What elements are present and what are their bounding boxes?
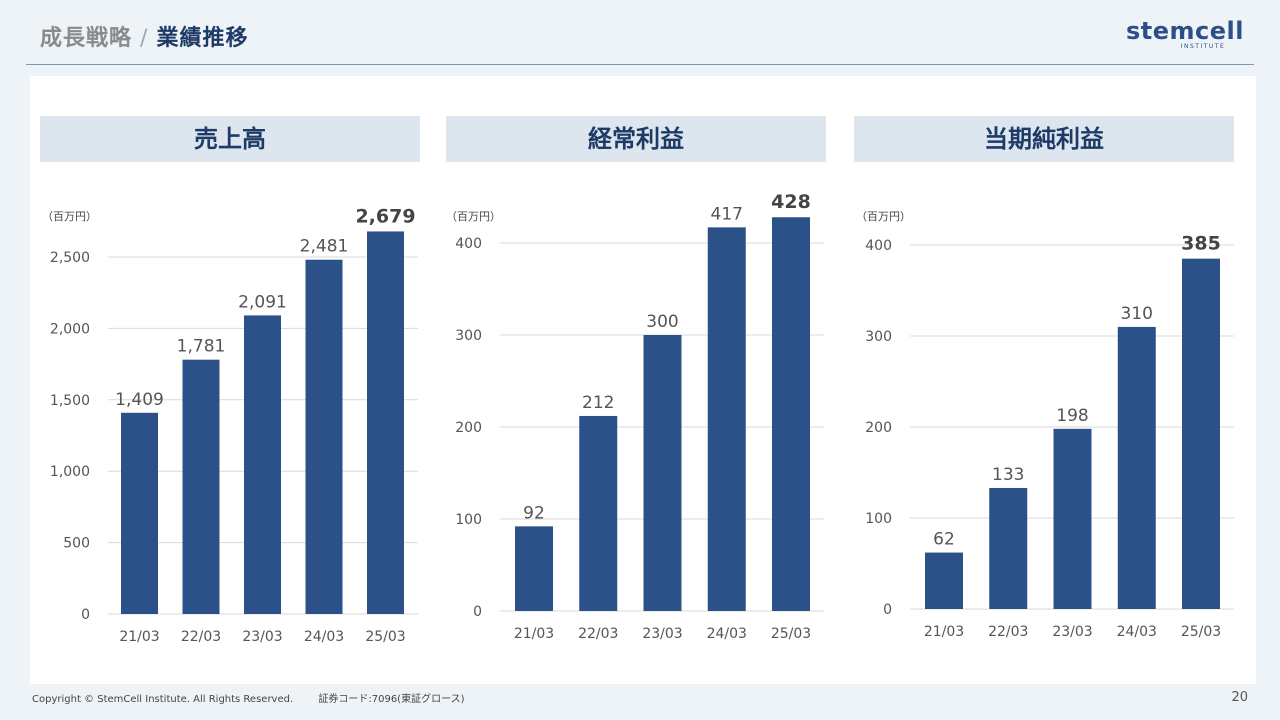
chart-2: （百万円） 0 100 200 300 400 92 21/03 212 22/03 300 23/0… [446,191,824,642]
y-tick-label: 100 [455,512,482,528]
bar [121,412,158,614]
x-tick-label: 22/03 [181,629,221,645]
chart-title-net-income: 当期純利益 [854,116,1234,162]
data-label: 2,091 [238,292,287,312]
data-label: 300 [646,312,678,332]
bar [244,315,281,614]
y-tick-label: 200 [455,420,482,436]
x-tick-label: 23/03 [1052,624,1092,640]
y-tick-label: 0 [883,602,892,618]
content-area [30,76,1256,684]
y-tick-label: 300 [455,328,482,344]
bar [515,526,553,611]
y-tick-label: 1,500 [50,393,90,409]
data-label: 62 [933,530,955,550]
title-prefix: 成長戦略 [40,26,133,51]
header-divider [26,64,1254,65]
y-tick-label: 400 [865,238,892,254]
y-tick-label: 0 [81,607,90,623]
data-label: 133 [992,465,1024,485]
x-tick-label: 25/03 [365,629,405,645]
data-label: 1,409 [115,390,164,410]
x-tick-label: 21/03 [924,624,964,640]
bar [367,231,404,615]
y-tick-label: 100 [865,511,892,527]
chart-1: （百万円） 0 500 1,000 1,500 2,000 2,500 1,409 21/03 1… [42,205,418,645]
x-tick-label: 24/03 [1117,624,1157,640]
data-label: 198 [1056,406,1088,426]
title-separator: / [140,26,149,51]
bar [643,335,682,611]
data-label: 428 [771,191,811,213]
y-tick-label: 200 [865,420,892,436]
data-label: 310 [1121,304,1153,324]
chart-3: （百万円） 0 100 200 300 400 62 21/03 133 22/03 198 23/0… [856,210,1234,640]
bar [989,487,1028,609]
x-tick-label: 23/03 [642,626,682,642]
unit-label: （百万円） [42,210,97,223]
data-label: 1,781 [177,337,226,357]
y-tick-label: 2,500 [50,250,90,266]
bar [1053,428,1092,609]
bar [772,217,810,612]
data-label: 2,481 [300,237,349,257]
data-label: 212 [582,393,614,413]
page-title: 成長戦略 / 業績推移 [40,20,248,52]
bar [182,359,220,614]
footer: Copyright © StemCell Institute. All Righ… [32,690,464,705]
page-number: 20 [1231,690,1248,705]
copyright-text: Copyright © StemCell Institute. All Righ… [32,694,294,705]
title-main: 業績推移 [156,26,249,51]
x-tick-label: 21/03 [119,629,159,645]
x-tick-label: 25/03 [1181,624,1221,640]
data-label: 385 [1181,233,1221,255]
bar [1117,326,1156,609]
unit-label: （百万円） [856,210,911,223]
x-tick-label: 24/03 [707,626,747,642]
chart-title-ordinary-profit: 経常利益 [446,116,826,162]
company-logo: stemcell INSTITUTE [1126,18,1244,50]
x-tick-label: 24/03 [304,629,344,645]
x-tick-label: 25/03 [771,626,811,642]
data-label: 2,679 [355,205,415,227]
y-tick-label: 400 [455,236,482,252]
slide-header: 成長戦略 / 業績推移 stemcell INSTITUTE [0,0,1280,66]
logo-sub: INSTITUTE [1180,43,1226,50]
y-tick-label: 300 [865,329,892,345]
logo-word: stemcell [1126,17,1244,45]
unit-label: （百万円） [446,210,501,223]
x-tick-label: 22/03 [988,624,1028,640]
bar [579,415,618,611]
securities-code: 証券コード:7096(東証グロース) [318,694,465,705]
bar [305,259,343,614]
bar [707,227,746,612]
y-tick-label: 0 [473,604,482,620]
bar [1182,258,1220,609]
x-tick-label: 21/03 [514,626,554,642]
x-tick-label: 22/03 [578,626,618,642]
data-label: 417 [711,204,743,224]
y-tick-label: 500 [63,536,90,552]
y-tick-label: 2,000 [50,321,90,337]
bar [925,552,963,609]
x-tick-label: 23/03 [242,629,282,645]
data-label: 92 [523,503,545,523]
chart-title-sales: 売上高 [40,116,420,162]
y-tick-label: 1,000 [50,464,90,480]
